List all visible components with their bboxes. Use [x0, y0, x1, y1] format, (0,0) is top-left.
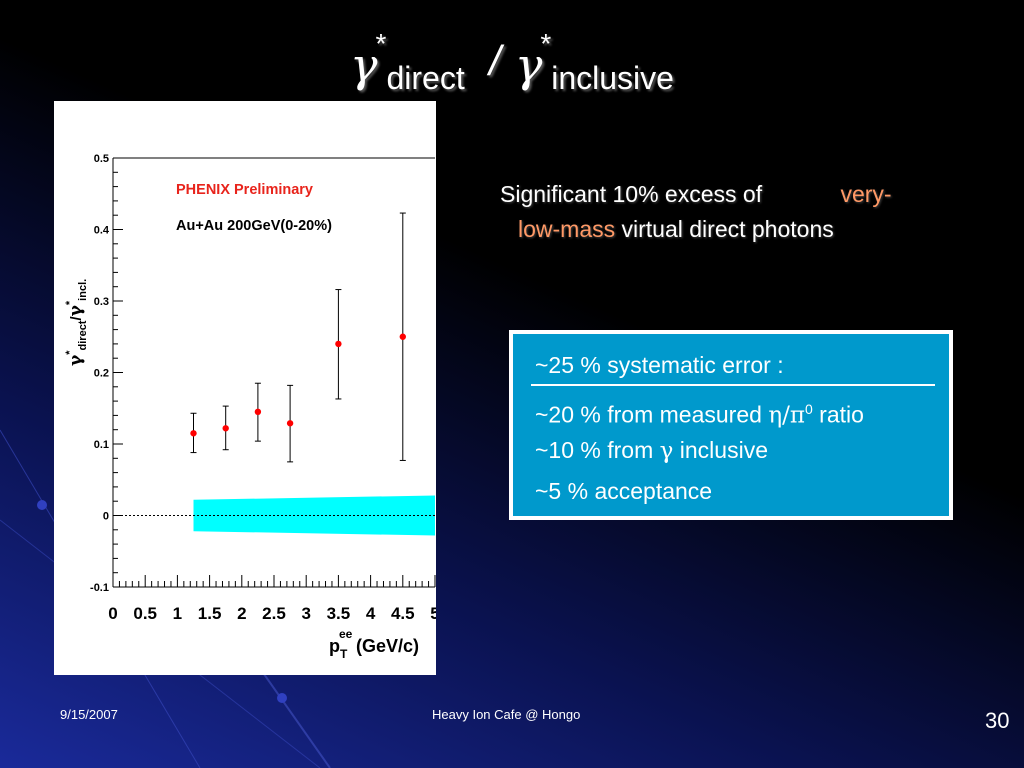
- title-star-denominator: *: [540, 28, 552, 59]
- data-point: [399, 333, 406, 340]
- data-point: [286, 420, 294, 427]
- title-sub-inclusive: inclusive: [551, 60, 674, 96]
- y-tick-label: 0.2: [94, 368, 109, 380]
- data-point: [190, 430, 197, 437]
- error-row2-suffix: ratio: [812, 401, 864, 428]
- x-tick-label: 0: [108, 604, 117, 623]
- error-row-gamma: ~10 % from γ inclusive: [535, 433, 949, 474]
- systematic-error-box: ~25 % systematic error : ~20 % from meas…: [509, 330, 953, 520]
- error-row3-prefix: ~10 % from: [535, 437, 660, 463]
- data-point: [254, 408, 262, 416]
- eta-pi-symbol: η/π: [768, 402, 805, 429]
- chart-svg: -0.1 0 0.1 0.2 0.3 0.4 0.5 0 0.5 1 1.5 2 2.5 3 3.5 4 4.5…: [64, 153, 436, 661]
- title-sub-direct: direct: [386, 60, 465, 96]
- svg-text:γ*direct/γ*incl.: γ*direct/γ*incl.: [64, 279, 89, 366]
- slide-title: γ*direct / γ*inclusive: [0, 28, 1024, 96]
- error-row-acceptance: ~5 % acceptance: [535, 478, 713, 504]
- y-axis-label: γ*direct/γ*incl.: [64, 279, 89, 366]
- error-row3-suffix: inclusive: [673, 437, 768, 463]
- title-gamma-numerator: γ: [350, 38, 378, 92]
- chart-figure: -0.1 0 0.1 0.2 0.3 0.4 0.5 0 0.5 1 1.5 2 2.5 3 3.5 4 4.5…: [54, 101, 436, 675]
- title-star-numerator: *: [375, 28, 387, 59]
- page-number: 30: [985, 708, 1010, 733]
- svg-text:ee: ee: [339, 627, 353, 641]
- y-tick-label: 0.3: [94, 296, 109, 308]
- x-axis-label: p ee T (GeV/c): [329, 627, 419, 661]
- excess-statement: Significant 10% excess of very- low-mass…: [500, 177, 990, 247]
- svg-text:T: T: [340, 647, 348, 661]
- data-point: [335, 340, 342, 348]
- svg-text:p: p: [329, 636, 340, 656]
- chart-annotation-system: Au+Au 200GeV(0-20%): [176, 218, 332, 234]
- gamma-symbol: γ: [659, 438, 674, 464]
- y-tick-label: 0.5: [94, 153, 109, 165]
- x-tick-label: 1: [173, 604, 182, 623]
- x-tick-label: 5: [430, 604, 436, 623]
- error-row-eta-pi: ~20 % from measured η/π0 ratio: [535, 392, 949, 433]
- statement-part1: Significant 10% excess of: [500, 181, 763, 207]
- y-tick-label: 0.4: [94, 225, 110, 237]
- y-tick-label: 0: [103, 511, 109, 523]
- chart-annotation-title: PHENIX Preliminary: [176, 182, 313, 198]
- y-tick-label: -0.1: [90, 582, 109, 594]
- x-tick-label: 2: [237, 604, 246, 623]
- error-header: ~25 % systematic error :: [531, 348, 935, 386]
- x-tick-label: 3: [301, 604, 310, 623]
- x-tick-label: 4: [366, 604, 376, 623]
- svg-text:(GeV/c): (GeV/c): [356, 636, 419, 656]
- statement-part2: virtual direct photons: [621, 216, 834, 242]
- statement-highlight-very: very-: [840, 181, 892, 207]
- x-tick-label: 4.5: [391, 604, 415, 623]
- title-slash: /: [489, 37, 501, 84]
- footer-date: 9/15/2007: [60, 707, 118, 722]
- error-row2-prefix: ~20 % from measured: [535, 401, 769, 428]
- data-point: [222, 425, 229, 432]
- footer-center: Heavy Ion Cafe @ Hongo: [432, 707, 581, 722]
- title-gamma-denominator: γ: [514, 38, 543, 92]
- x-tick-label: 0.5: [133, 604, 157, 623]
- statement-highlight-low-mass: low-mass: [518, 216, 616, 242]
- x-tick-label: 2.5: [262, 604, 286, 623]
- pi-zero-sup: 0: [804, 401, 813, 417]
- y-tick-label: 0.1: [94, 439, 109, 451]
- x-tick-label: 3.5: [327, 604, 351, 623]
- x-tick-label: 1.5: [198, 604, 222, 623]
